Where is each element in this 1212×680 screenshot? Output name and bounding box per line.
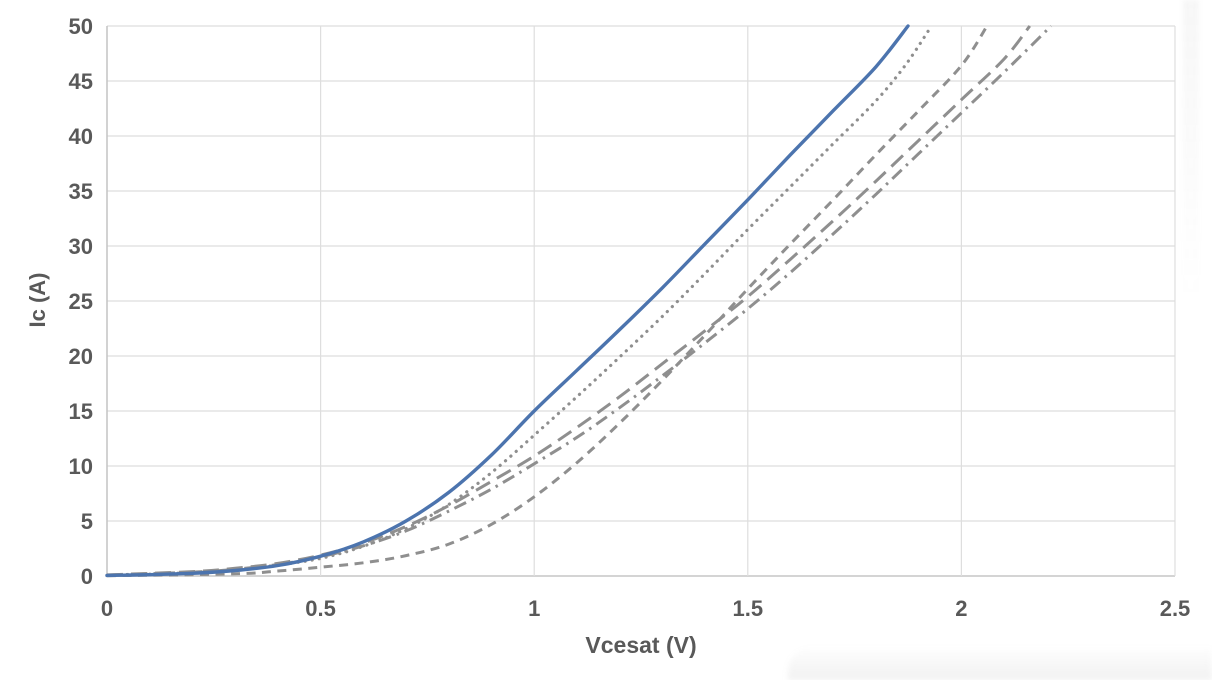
y-tick-label: 20 bbox=[69, 344, 93, 369]
video-shadow-artifact-right bbox=[1183, 0, 1199, 300]
series-solid-blue-line bbox=[105, 24, 910, 578]
series-short-dash-gray-line bbox=[106, 25, 989, 578]
y-tick-label: 25 bbox=[69, 289, 93, 314]
x-tick-label: 2 bbox=[955, 596, 967, 621]
y-tick-label: 30 bbox=[69, 234, 93, 259]
y-tick-label: 50 bbox=[69, 14, 93, 39]
y-tick-label: 35 bbox=[69, 179, 93, 204]
x-tick-label: 1.5 bbox=[733, 596, 764, 621]
x-tick-label: 2.5 bbox=[1160, 596, 1191, 621]
y-tick-label: 15 bbox=[69, 399, 93, 424]
y-tick-label: 10 bbox=[69, 454, 93, 479]
video-shadow-artifact-bottom bbox=[788, 646, 1212, 680]
x-tick-label: 1 bbox=[528, 596, 540, 621]
y-tick-label: 0 bbox=[81, 564, 93, 589]
x-tick-label: 0.5 bbox=[305, 596, 336, 621]
y-tick-label: 40 bbox=[69, 124, 93, 149]
x-tick-label: 0 bbox=[101, 596, 113, 621]
series-long-dash-gray-line bbox=[106, 25, 1031, 577]
x-axis-title: Vcesat (V) bbox=[585, 632, 697, 658]
y-axis-title: Ic (A) bbox=[25, 272, 50, 328]
y-tick-label: 5 bbox=[81, 509, 93, 534]
y-tick-label: 45 bbox=[69, 69, 93, 94]
